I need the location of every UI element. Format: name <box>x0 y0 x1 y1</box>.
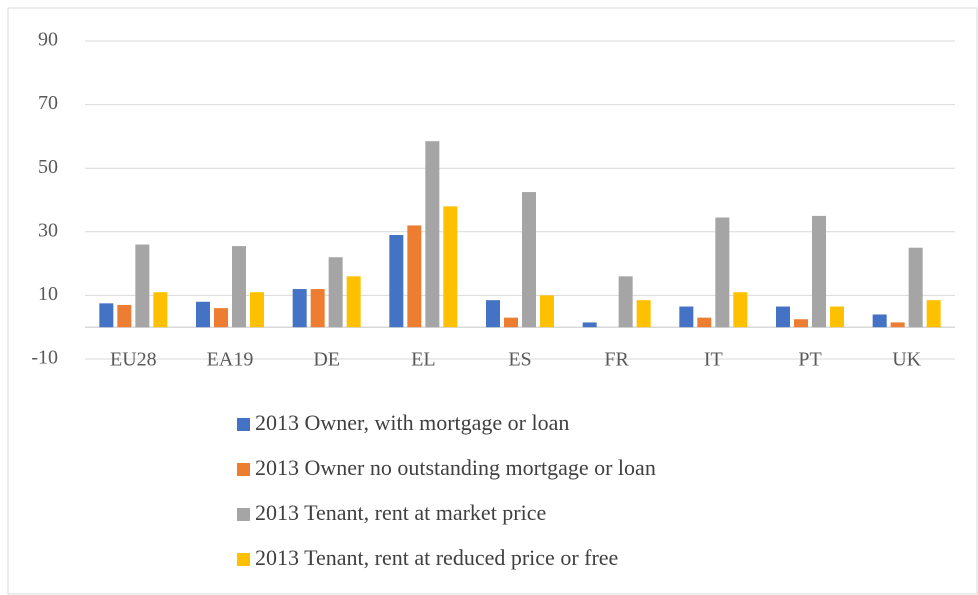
x-tick-label: IT <box>704 349 723 371</box>
y-tick-label: 10 <box>38 283 58 305</box>
bar <box>443 206 458 328</box>
bar <box>99 303 114 328</box>
bar <box>135 244 150 328</box>
bar <box>522 192 536 328</box>
bar <box>715 217 730 328</box>
bar <box>292 289 307 328</box>
bar <box>425 141 440 328</box>
bar <box>250 292 264 328</box>
x-tick-label: DE <box>313 349 340 371</box>
legend-swatch <box>237 418 250 431</box>
bar <box>890 322 905 328</box>
bar <box>926 300 941 328</box>
y-tick-label: -10 <box>31 347 58 369</box>
bar <box>636 300 651 328</box>
y-tick-label: 90 <box>38 29 58 51</box>
bar <box>214 308 228 328</box>
legend-swatch <box>237 508 250 521</box>
bar <box>794 319 808 328</box>
x-tick-label: FR <box>604 349 629 371</box>
bar <box>117 304 132 328</box>
legend-label: 2013 Owner no outstanding mortgage or lo… <box>255 455 656 480</box>
bar <box>697 317 712 328</box>
bar <box>389 234 404 328</box>
bar <box>540 295 554 328</box>
x-tick-label: PT <box>798 349 821 371</box>
bar <box>679 306 694 328</box>
bar <box>407 225 422 328</box>
bar <box>153 292 168 328</box>
bar <box>618 276 633 328</box>
legend-label: 2013 Tenant, rent at reduced price or fr… <box>255 545 618 570</box>
bar <box>908 247 923 328</box>
x-tick-label: UK <box>892 349 921 371</box>
legend-swatch <box>237 463 250 476</box>
x-tick-label: EL <box>411 349 435 371</box>
bar <box>486 300 500 328</box>
x-tick-label: ES <box>508 349 531 371</box>
bar <box>504 317 518 328</box>
bar <box>310 289 325 328</box>
legend-label: 2013 Tenant, rent at market price <box>255 500 546 525</box>
bar <box>328 257 343 328</box>
bar <box>196 301 210 328</box>
bar <box>582 322 597 328</box>
bar <box>346 276 361 328</box>
bar <box>872 314 887 328</box>
bar <box>733 292 748 328</box>
y-tick-label: 50 <box>38 156 58 178</box>
bar <box>232 246 246 328</box>
bar <box>830 306 844 328</box>
x-tick-label: EU28 <box>110 349 157 371</box>
x-tick-label: EA19 <box>207 349 254 371</box>
bar <box>812 215 826 328</box>
y-tick-label: 70 <box>38 92 58 114</box>
y-tick-label: 30 <box>38 219 58 241</box>
bar <box>776 306 790 328</box>
legend-label: 2013 Owner, with mortgage or loan <box>255 410 569 435</box>
legend-swatch <box>237 553 250 566</box>
